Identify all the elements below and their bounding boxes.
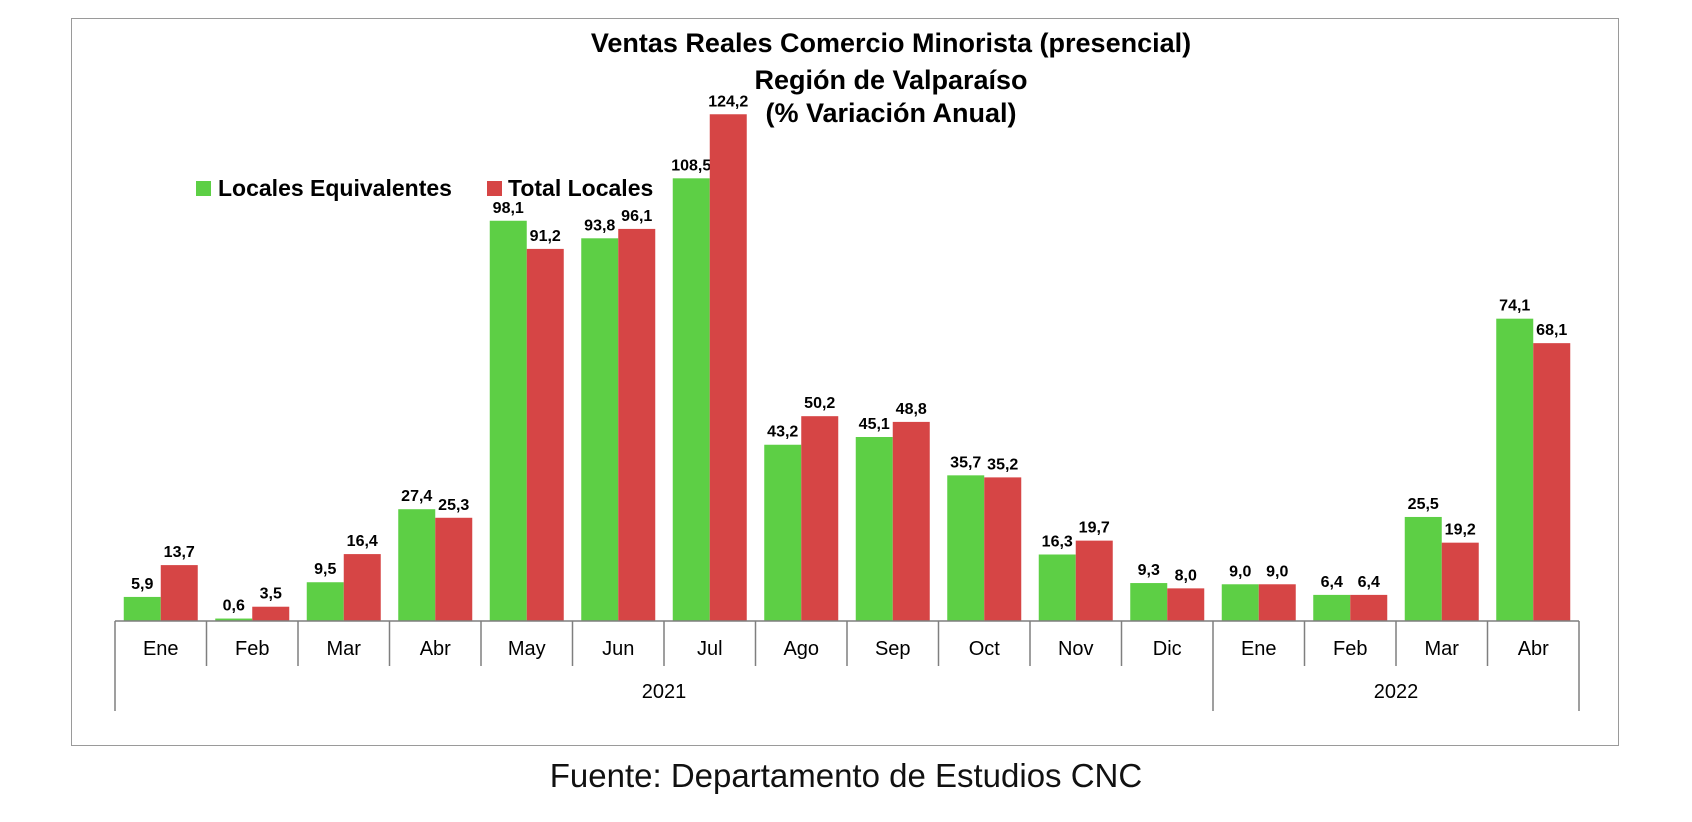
data-label-total-locales-5: 91,2 <box>530 228 561 245</box>
bar-total-locales-10 <box>984 477 1022 621</box>
data-label-locales-equivalentes-4: 27,4 <box>401 488 432 505</box>
source-note: Fuente: Departamento de Estudios CNC <box>549 757 1143 794</box>
data-label-locales-equivalentes-5: 98,1 <box>493 200 524 217</box>
data-label-locales-equivalentes-9: 45,1 <box>859 416 890 433</box>
bar-total-locales-9 <box>892 421 930 621</box>
bar-total-locales-8 <box>801 416 839 621</box>
data-label-total-locales-1: 13,7 <box>164 544 195 561</box>
data-label-total-locales-15: 19,2 <box>1445 522 1476 539</box>
bar-total-locales-4 <box>435 517 473 621</box>
chart-title-line-1: Ventas Reales Comercio Minorista (presen… <box>591 28 1191 58</box>
bar-total-locales-5 <box>526 248 564 622</box>
bar-locales-equivalentes-2 <box>215 618 253 621</box>
x-tick-label-11: Nov <box>1058 638 1094 660</box>
data-label-locales-equivalentes-10: 35,7 <box>950 454 981 471</box>
bar-total-locales-11 <box>1075 540 1113 621</box>
data-label-total-locales-6: 96,1 <box>621 208 652 225</box>
data-label-total-locales-11: 19,7 <box>1079 520 1110 537</box>
bar-locales-equivalentes-5 <box>489 220 527 621</box>
data-label-total-locales-12: 8,0 <box>1175 567 1197 584</box>
x-tick-label-12: Dic <box>1153 638 1182 660</box>
bar-total-locales-16 <box>1533 343 1571 621</box>
year-label-2021: 2021 <box>642 681 687 703</box>
x-tick-label-16: Abr <box>1518 638 1549 660</box>
plot-area: 5,9 0,6 9,5 27,4 98,1 93,8 108,5 43,2 45,1 35,7 16… <box>114 93 1580 711</box>
bar-total-locales-14 <box>1350 594 1388 621</box>
chart-title-line-2: Región de Valparaíso <box>754 65 1027 95</box>
bar-locales-equivalentes-14 <box>1313 594 1351 621</box>
data-label-locales-equivalentes-6: 93,8 <box>584 217 615 234</box>
data-label-locales-equivalentes-2: 0,6 <box>223 598 245 615</box>
bar-locales-equivalentes-10 <box>947 475 985 621</box>
legend-label-total-locales: Total Locales <box>508 175 653 201</box>
data-label-locales-equivalentes-13: 9,0 <box>1229 563 1251 580</box>
data-label-total-locales-7: 124,2 <box>708 93 748 110</box>
bar-locales-equivalentes-8 <box>764 444 802 621</box>
data-label-total-locales-4: 25,3 <box>438 497 469 514</box>
x-tick-label-9: Sep <box>875 638 911 660</box>
bar-locales-equivalentes-16 <box>1496 318 1534 621</box>
x-tick-label-1: Ene <box>143 638 179 660</box>
year-label-2022: 2022 <box>1374 681 1419 703</box>
bar-total-locales-12 <box>1167 588 1205 621</box>
data-label-total-locales-13: 9,0 <box>1266 563 1288 580</box>
bar-locales-equivalentes-12 <box>1130 583 1168 621</box>
data-label-locales-equivalentes-15: 25,5 <box>1408 496 1439 513</box>
chart-svg: Ventas Reales Comercio Minorista (presen… <box>114 28 1580 711</box>
bar-total-locales-2 <box>252 606 290 621</box>
chart-legend: Locales Equivalentes Total Locales <box>196 175 653 201</box>
data-label-total-locales-14: 6,4 <box>1358 574 1380 591</box>
bar-locales-equivalentes-1 <box>123 596 161 621</box>
data-label-total-locales-3: 16,4 <box>347 533 378 550</box>
bar-locales-equivalentes-6 <box>581 238 619 621</box>
legend-label-locales-equivalentes: Locales Equivalentes <box>218 175 452 201</box>
bar-locales-equivalentes-4 <box>398 509 436 621</box>
bar-total-locales-13 <box>1258 584 1296 621</box>
x-tick-label-15: Mar <box>1425 638 1460 660</box>
bar-locales-equivalentes-11 <box>1038 554 1076 621</box>
data-label-locales-equivalentes-12: 9,3 <box>1138 562 1160 579</box>
data-label-locales-equivalentes-3: 9,5 <box>314 561 336 578</box>
data-label-locales-equivalentes-8: 43,2 <box>767 424 798 441</box>
bar-total-locales-3 <box>343 554 381 621</box>
bar-total-locales-15 <box>1441 542 1479 621</box>
chart-title: Ventas Reales Comercio Minorista (presen… <box>591 28 1191 128</box>
chart-title-line-3: (% Variación Anual) <box>765 98 1016 128</box>
x-tick-label-6: Jun <box>602 638 634 660</box>
data-label-locales-equivalentes-7: 108,5 <box>671 157 711 174</box>
x-tick-label-7: Jul <box>697 638 723 660</box>
legend-swatch-total-locales <box>487 181 502 196</box>
bar-total-locales-1 <box>160 565 198 621</box>
bar-locales-equivalentes-15 <box>1404 516 1442 621</box>
data-label-locales-equivalentes-11: 16,3 <box>1042 533 1073 550</box>
x-tick-label-14: Feb <box>1333 638 1367 660</box>
bar-total-locales-6 <box>618 228 656 622</box>
data-label-locales-equivalentes-16: 74,1 <box>1499 298 1530 315</box>
legend-swatch-locales-equivalentes <box>196 181 211 196</box>
data-label-total-locales-9: 48,8 <box>896 401 927 418</box>
x-tick-label-5: May <box>508 638 546 660</box>
x-tick-label-13: Ene <box>1241 638 1277 660</box>
x-tick-label-10: Oct <box>969 638 1001 660</box>
x-tick-label-2: Feb <box>235 638 269 660</box>
chart-frame: Ventas Reales Comercio Minorista (presen… <box>71 18 1619 746</box>
data-label-locales-equivalentes-1: 5,9 <box>131 576 153 593</box>
x-tick-label-8: Ago <box>783 638 819 660</box>
bar-total-locales-7 <box>709 114 747 621</box>
data-label-total-locales-10: 35,2 <box>987 456 1018 473</box>
x-tick-label-4: Abr <box>420 638 451 660</box>
x-tick-label-3: Mar <box>327 638 362 660</box>
data-label-locales-equivalentes-14: 6,4 <box>1321 574 1343 591</box>
bar-locales-equivalentes-3 <box>306 582 344 621</box>
data-label-total-locales-16: 68,1 <box>1536 322 1567 339</box>
bar-locales-equivalentes-9 <box>855 436 893 621</box>
data-label-total-locales-8: 50,2 <box>804 395 835 412</box>
data-label-total-locales-2: 3,5 <box>260 586 282 603</box>
bar-locales-equivalentes-7 <box>672 178 710 621</box>
bar-locales-equivalentes-13 <box>1221 584 1259 621</box>
